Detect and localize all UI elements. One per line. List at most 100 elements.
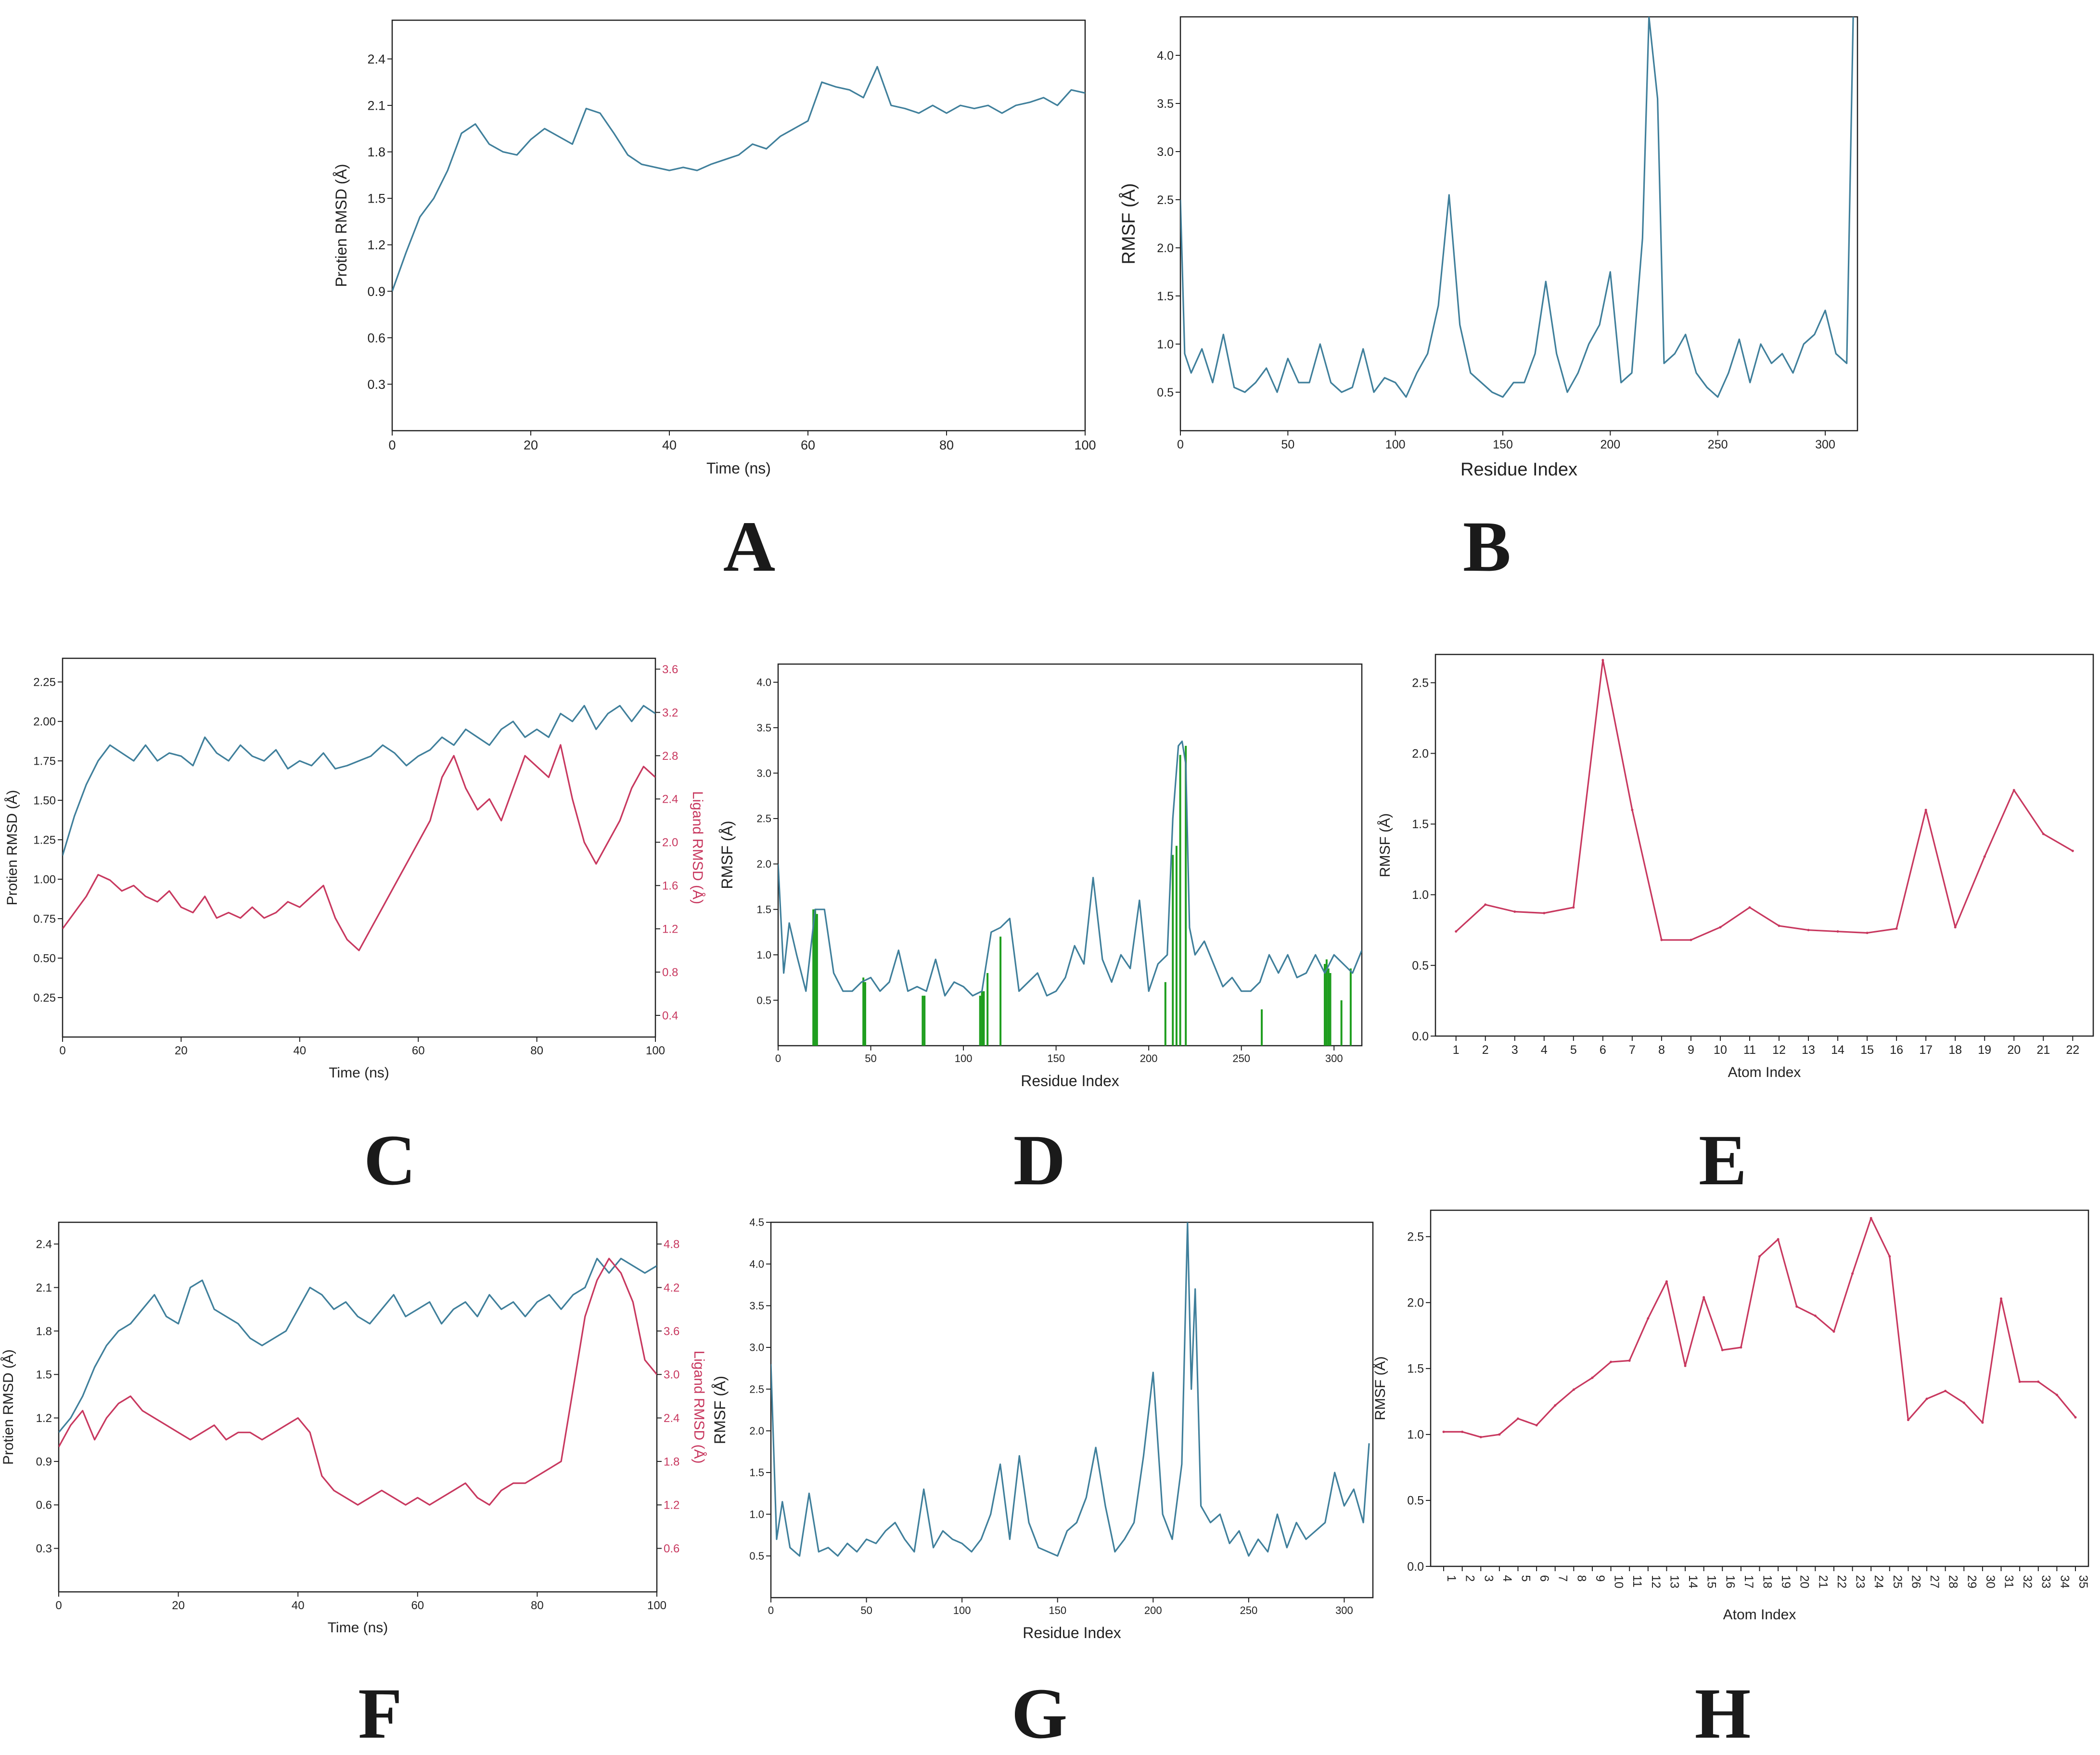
x-tick-label-f: 20	[172, 1599, 185, 1612]
x-tick-label-h: 24	[1872, 1575, 1885, 1588]
data-point-h	[1535, 1424, 1538, 1427]
x-tick-label-h: 1	[1445, 1575, 1458, 1582]
data-point-h	[1461, 1430, 1464, 1433]
y-right-tick-label-f: 3.0	[664, 1369, 679, 1382]
y-right-tick-label-c: 0.4	[662, 1009, 678, 1022]
y-right-tick-label-c: 2.0	[662, 836, 678, 849]
chart-a: 0 20 40 60 80 100 0.3 0.6 0.9 1.2 1.5 1.8 2.1 2.4 Time…	[333, 19, 1096, 477]
data-point-h	[1981, 1421, 1984, 1424]
y-axis-label-f: Protien RMSD (Å)	[0, 1349, 16, 1465]
y-tick-label-e: 0.5	[1412, 959, 1429, 973]
x-tick-label-c: 40	[293, 1044, 306, 1057]
y-right-tick-label-c: 3.6	[662, 663, 678, 676]
y-tick-label-b: 2.0	[1157, 242, 1174, 255]
x-tick-label-c: 60	[412, 1044, 425, 1057]
data-point-h	[1758, 1255, 1761, 1258]
data-point-e	[2042, 833, 2045, 835]
x-tick-label-d: 150	[1047, 1052, 1065, 1064]
plot-frame-h	[1430, 1209, 2089, 1567]
x-axis-label-c: Time (ns)	[329, 1065, 389, 1081]
x-tick-label-h: 35	[2076, 1575, 2090, 1588]
y-tick-label-b: 2.5	[1157, 193, 1174, 207]
x-axis-label-g: Residue Index	[1023, 1624, 1121, 1641]
plot-frame-b	[1179, 16, 1858, 432]
data-point-e	[1954, 926, 1957, 929]
data-point-h	[1442, 1430, 1445, 1433]
x-tick-label-f: 0	[55, 1599, 62, 1612]
data-point-e	[1866, 932, 1869, 935]
y-tick-label-d: 2.0	[756, 858, 771, 870]
plot-frame-f	[58, 1221, 658, 1593]
y-tick-label-a: 0.3	[367, 377, 385, 392]
y-tick-label-c: 2.00	[33, 716, 56, 729]
series-line-f-ligand	[59, 1257, 657, 1506]
y-tick-label-b: 3.0	[1157, 145, 1174, 159]
x-tick-label-d: 200	[1140, 1052, 1158, 1064]
data-point-h	[2000, 1297, 2003, 1300]
y-right-tick-label-c: 2.8	[662, 750, 678, 763]
y-axis-label-d: RMSF (Å)	[718, 820, 736, 889]
y-tick-label-e: 1.0	[1412, 888, 1429, 902]
chart-f: 0 20 40 60 80 100 0.3 0.6 0.9 1.2 1.5 1.8 2.1 2.4 0.6 1…	[0, 1221, 707, 1636]
panel-letter-c: C	[363, 1120, 416, 1200]
y-axis-label-c: Protien RMSD (Å)	[4, 790, 20, 905]
x-tick-label-b: 200	[1600, 438, 1620, 451]
plot-frame-e	[1434, 653, 2094, 1037]
y-tick-label-c: 0.25	[33, 991, 56, 1004]
y-tick-label-d: 2.5	[756, 813, 771, 825]
series-line-b-main	[1180, 17, 1854, 398]
data-point-h	[1814, 1314, 1817, 1317]
x-tick-label-h: 3	[1482, 1575, 1495, 1582]
x-tick-label-d: 250	[1232, 1052, 1250, 1064]
y-tick-label-f: 1.2	[36, 1412, 52, 1425]
x-tick-label-a: 80	[939, 438, 954, 452]
data-point-e	[1690, 938, 1692, 941]
x-tick-label-h: 14	[1686, 1575, 1700, 1588]
chart-e: 1 2 3 4 5 6 7 8 9 10 11 12 13 14 15 16 17 18 19 20 21 220.00.…	[1377, 653, 2094, 1080]
y-tick-label-c: 0.50	[33, 952, 56, 965]
y-tick-label-g: 3.0	[749, 1342, 764, 1354]
panel-letter-a: A	[723, 507, 776, 587]
x-tick-label-h: 16	[1723, 1575, 1737, 1588]
data-point-h	[1888, 1255, 1891, 1258]
x-tick-label-h: 28	[1946, 1575, 1960, 1588]
y-tick-label-h: 0.0	[1407, 1560, 1424, 1574]
x-tick-label-g: 150	[1049, 1604, 1066, 1616]
y-tick-label-d: 1.0	[756, 949, 771, 961]
chart-g: 0 50 100 150 200 250 300 0.5 1.0 1.5 2.0 2.5 3.0 3.5 4…	[711, 1217, 1374, 1641]
x-tick-label-e: 16	[1890, 1043, 1903, 1057]
y-tick-label-a: 2.4	[367, 52, 385, 66]
data-point-h	[1703, 1296, 1705, 1299]
y-axis-label-g: RMSF (Å)	[711, 1376, 729, 1444]
y-right-tick-label-c: 3.2	[662, 706, 678, 719]
y-tick-label-g: 4.5	[749, 1217, 764, 1229]
x-tick-label-c: 20	[175, 1044, 188, 1057]
y-right-tick-label-c: 2.4	[662, 793, 678, 806]
y-right-tick-label-f: 4.2	[664, 1281, 679, 1294]
y-tick-label-e: 0.0	[1412, 1030, 1429, 1043]
y-tick-label-f: 0.9	[36, 1455, 52, 1468]
y-tick-label-f: 0.3	[36, 1542, 52, 1555]
x-tick-label-c: 80	[530, 1044, 543, 1057]
x-tick-label-d: 100	[955, 1052, 973, 1064]
x-tick-label-g: 300	[1335, 1604, 1353, 1616]
plot-frame-c	[62, 657, 656, 1038]
y-tick-label-d: 3.0	[756, 767, 771, 779]
x-axis-label-e: Atom Index	[1728, 1064, 1801, 1080]
y-tick-label-b: 3.5	[1157, 97, 1174, 111]
x-tick-label-h: 11	[1630, 1575, 1644, 1588]
y-tick-label-c: 2.25	[33, 676, 56, 689]
data-point-e	[2071, 849, 2074, 852]
x-tick-label-e: 21	[2036, 1043, 2050, 1057]
series-line-e-main	[1455, 659, 2074, 941]
panel-letter-g: G	[1011, 1674, 1068, 1754]
y-right-axis-label-f: Ligand RMSD (Å)	[691, 1350, 707, 1463]
x-axis-label-b: Residue Index	[1460, 460, 1577, 480]
data-point-e	[1484, 903, 1487, 906]
x-tick-label-h: 13	[1667, 1575, 1681, 1588]
x-tick-label-h: 8	[1575, 1575, 1588, 1582]
x-tick-label-c: 0	[59, 1044, 65, 1057]
data-point-h	[1870, 1217, 1872, 1219]
data-point-h	[1628, 1359, 1631, 1362]
